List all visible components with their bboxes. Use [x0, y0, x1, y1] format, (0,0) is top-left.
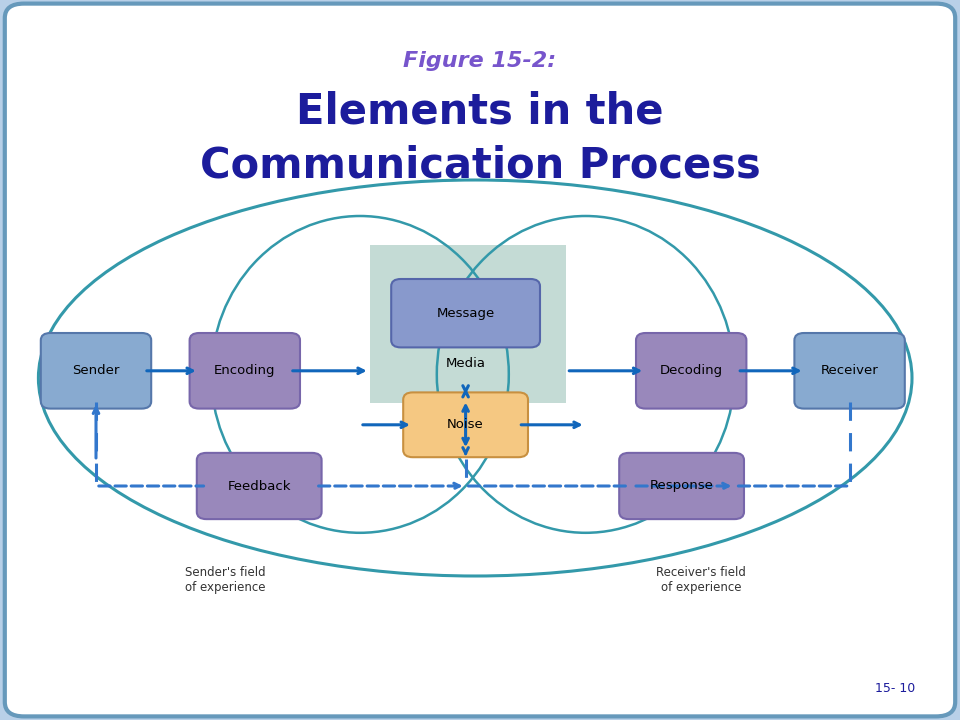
Text: Sender: Sender: [72, 364, 120, 377]
FancyBboxPatch shape: [392, 279, 540, 348]
FancyBboxPatch shape: [636, 333, 747, 409]
FancyBboxPatch shape: [190, 333, 300, 409]
Text: Communication Process: Communication Process: [200, 145, 760, 186]
Text: Receiver's field
of experience: Receiver's field of experience: [656, 566, 746, 593]
FancyBboxPatch shape: [619, 453, 744, 519]
Text: Media: Media: [445, 357, 486, 370]
Text: Figure 15-2:: Figure 15-2:: [403, 51, 557, 71]
Text: Response: Response: [650, 480, 713, 492]
FancyBboxPatch shape: [795, 333, 904, 409]
FancyBboxPatch shape: [40, 333, 151, 409]
Text: Decoding: Decoding: [660, 364, 723, 377]
Text: Sender's field
of experience: Sender's field of experience: [185, 566, 266, 593]
FancyBboxPatch shape: [197, 453, 322, 519]
FancyBboxPatch shape: [403, 392, 528, 457]
Text: Noise: Noise: [447, 418, 484, 431]
Text: Encoding: Encoding: [214, 364, 276, 377]
Text: Elements in the: Elements in the: [297, 91, 663, 132]
FancyBboxPatch shape: [370, 245, 566, 403]
Text: 15- 10: 15- 10: [875, 682, 915, 695]
Text: Receiver: Receiver: [821, 364, 878, 377]
Text: Feedback: Feedback: [228, 480, 291, 492]
Text: Message: Message: [437, 307, 494, 320]
